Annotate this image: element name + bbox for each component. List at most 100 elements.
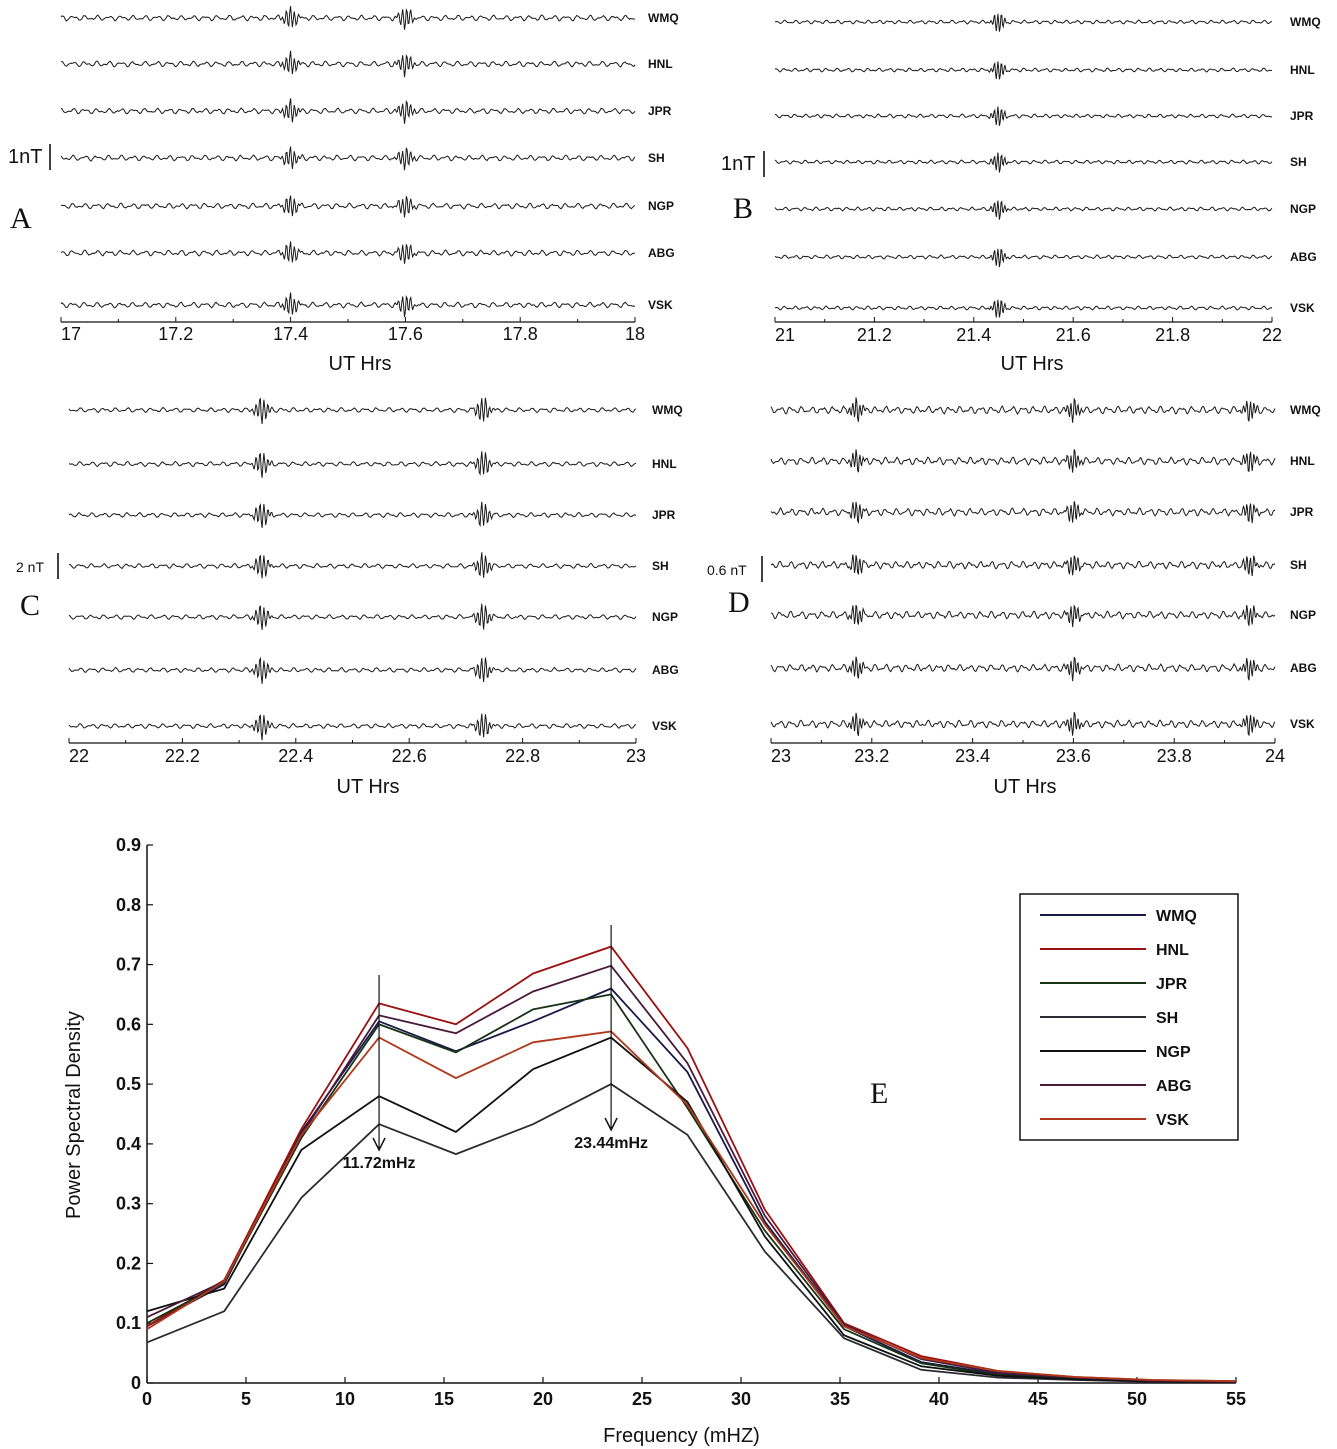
trace-hnl xyxy=(60,50,636,78)
legend-label: HNL xyxy=(1156,942,1189,959)
x-tick-label: 18 xyxy=(625,324,645,344)
scale-label: 0.6 nT xyxy=(707,562,747,578)
trace-sh xyxy=(770,554,1276,576)
trace-sh xyxy=(68,552,637,579)
panel-label-b: B xyxy=(733,192,753,225)
station-label: VSK xyxy=(1290,301,1315,315)
psd-chart: 0 0.1 0.2 0.3 0.4 0.5 0.6 0.7 0.8 0.9 0 5 10 15 20 25 30… xyxy=(63,835,1246,1447)
psd-x-tick-label: 40 xyxy=(929,1389,949,1409)
x-tick-label: 17 xyxy=(61,324,81,344)
trace-hnl xyxy=(68,451,637,478)
x-tick-label: 23.2 xyxy=(854,746,889,766)
x-axis-label: UT Hrs xyxy=(329,353,392,375)
trace-hnl xyxy=(774,61,1273,80)
annotation-arrowhead xyxy=(604,1117,618,1132)
psd-x-tick-label: 10 xyxy=(335,1389,355,1409)
psd-y-tick-label: 0.4 xyxy=(116,1134,141,1154)
scale-label: 2 nT xyxy=(16,559,44,575)
x-axis-label: UT Hrs xyxy=(1001,353,1064,375)
psd-x-tick-label: 0 xyxy=(142,1389,152,1409)
trace-abg xyxy=(68,656,637,684)
annotation-label: 11.72mHz xyxy=(343,1155,416,1172)
trace-ngp xyxy=(770,604,1276,627)
trace-abg xyxy=(774,248,1273,268)
x-tick-label: 17.6 xyxy=(388,324,423,344)
annotation-arrowhead xyxy=(372,1137,386,1152)
x-tick-label: 21.2 xyxy=(857,325,892,345)
station-label: JPR xyxy=(652,508,676,522)
psd-x-tick-label: 50 xyxy=(1127,1389,1147,1409)
psd-y-tick-label: 0.6 xyxy=(116,1014,141,1034)
station-label: SH xyxy=(1290,155,1307,169)
psd-x-tick-label: 35 xyxy=(830,1389,850,1409)
x-tick-label: 17.8 xyxy=(503,324,538,344)
legend: WMQ HNL JPR SH NGP ABG VSK xyxy=(1019,893,1239,1141)
panel-label-d: D xyxy=(728,586,750,619)
psd-series-vsk xyxy=(146,1030,1237,1383)
x-axis-label: UT Hrs xyxy=(994,776,1057,798)
station-label: ABG xyxy=(1290,250,1317,264)
x-tick-label: 22.4 xyxy=(278,746,313,766)
psd-series-ngp xyxy=(146,1036,1237,1384)
x-tick-label: 24 xyxy=(1265,746,1285,766)
legend-label: VSK xyxy=(1156,1112,1189,1129)
psd-y-tick-label: 0 xyxy=(131,1373,141,1393)
station-label: NGP xyxy=(652,610,678,624)
trace-abg xyxy=(770,656,1276,682)
x-tick-label: 22 xyxy=(1262,325,1282,345)
trace-wmq xyxy=(774,13,1273,32)
psd-x-tick-label: 5 xyxy=(241,1389,251,1409)
psd-x-tick-label: 20 xyxy=(533,1389,553,1409)
station-label: WMQ xyxy=(652,403,683,417)
trace-ngp xyxy=(774,200,1273,220)
x-tick-label: 23.4 xyxy=(955,746,990,766)
psd-y-tick-label: 0.5 xyxy=(116,1074,141,1094)
trace-vsk xyxy=(770,712,1276,737)
scale-label: 1nT xyxy=(721,153,755,175)
x-tick-label: 22.2 xyxy=(165,746,200,766)
x-tick-label: 23.8 xyxy=(1157,746,1192,766)
station-label: HNL xyxy=(652,457,677,471)
psd-y-axis-label: Power Spectral Density xyxy=(63,1011,85,1219)
psd-x-axis-label: Frequency (mHZ) xyxy=(603,1425,760,1447)
trace-abg xyxy=(60,241,635,264)
station-label: JPR xyxy=(1290,109,1314,123)
x-tick-label: 21 xyxy=(775,325,795,345)
psd-y-tick-label: 0.9 xyxy=(116,835,141,855)
psd-x-tick-label: 55 xyxy=(1226,1389,1246,1409)
legend-label: NGP xyxy=(1156,1044,1191,1061)
station-label: HNL xyxy=(1290,454,1315,468)
psd-y-tick-label: 0.3 xyxy=(116,1194,141,1214)
station-label: ABG xyxy=(1290,661,1317,675)
x-tick-label: 23.6 xyxy=(1056,746,1091,766)
psd-series-abg xyxy=(146,964,1237,1383)
x-tick-label: 22.8 xyxy=(505,746,540,766)
legend-label: ABG xyxy=(1156,1078,1192,1095)
trace-panel-d: WMQ HNL JPR SH NGP ABG VSK 23 23.2 23.4 23.6 23.8 24… xyxy=(707,397,1321,798)
trace-vsk xyxy=(60,292,636,318)
trace-vsk xyxy=(68,713,636,741)
station-label: HNL xyxy=(648,57,673,71)
psd-x-tick-label: 30 xyxy=(731,1389,751,1409)
psd-x-tick-label: 45 xyxy=(1028,1389,1048,1409)
station-label: JPR xyxy=(648,104,672,118)
trace-vsk xyxy=(775,299,1273,318)
x-tick-label: 21.6 xyxy=(1056,325,1091,345)
station-label: WMQ xyxy=(1290,15,1321,29)
station-label: SH xyxy=(1290,558,1307,572)
station-label: ABG xyxy=(652,663,679,677)
legend-label: WMQ xyxy=(1156,908,1197,925)
station-label: NGP xyxy=(1290,202,1316,216)
x-tick-label: 22 xyxy=(69,746,89,766)
psd-series-sh xyxy=(146,1083,1237,1384)
x-tick-label: 23 xyxy=(626,746,646,766)
x-tick-label: 17.4 xyxy=(273,324,308,344)
station-label: ABG xyxy=(648,246,675,260)
x-tick-label: 22.6 xyxy=(392,746,427,766)
psd-y-tick-label: 0.7 xyxy=(116,955,141,975)
station-label: WMQ xyxy=(648,11,679,25)
trace-jpr xyxy=(68,501,637,528)
x-tick-label: 21.4 xyxy=(956,325,991,345)
trace-jpr xyxy=(775,106,1273,126)
